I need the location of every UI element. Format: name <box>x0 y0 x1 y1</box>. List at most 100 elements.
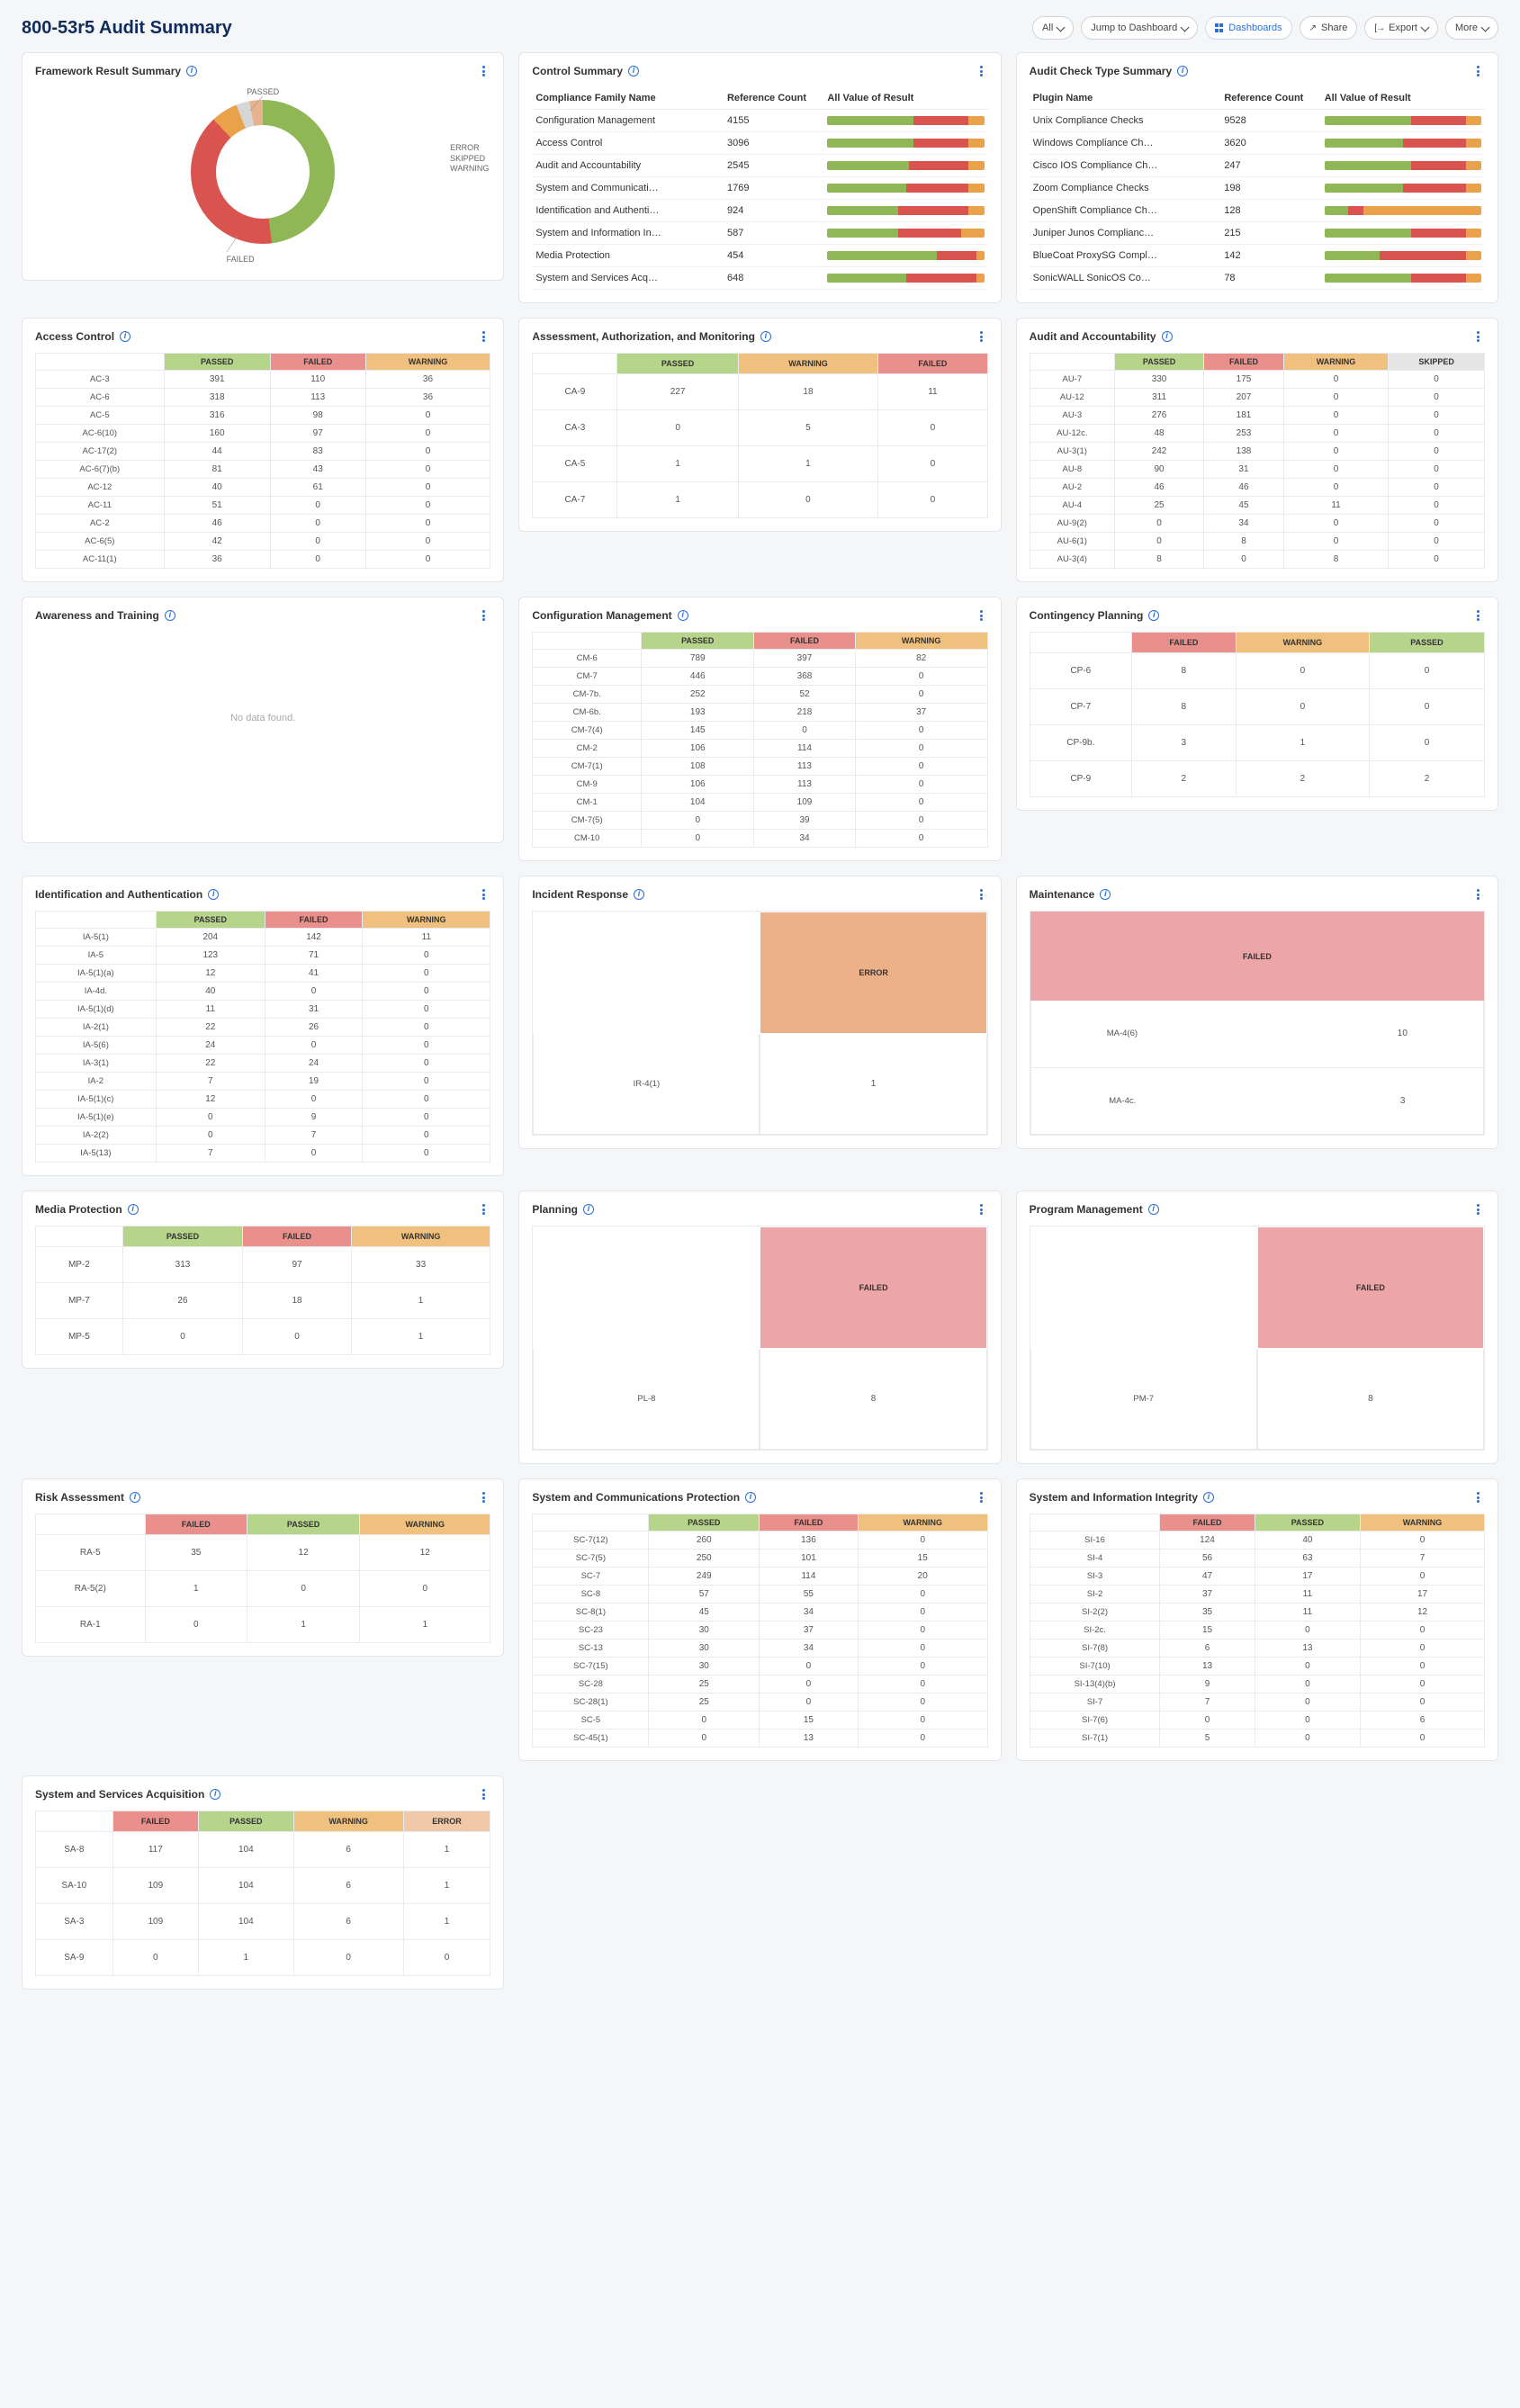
kebab-menu-icon[interactable] <box>976 1490 988 1505</box>
table-row[interactable]: SC-7(5)25010115 <box>533 1550 987 1568</box>
dashboards-button[interactable]: Dashboards <box>1205 16 1291 40</box>
filter-all-button[interactable]: All <box>1032 16 1074 40</box>
info-icon[interactable] <box>634 889 644 900</box>
table-row[interactable]: SI-7(8)6130 <box>1030 1640 1484 1658</box>
table-row[interactable]: AU-2464600 <box>1030 479 1484 497</box>
table-row[interactable]: MP-5001 <box>36 1319 490 1355</box>
info-icon[interactable] <box>130 1492 140 1503</box>
table-row[interactable]: AU-3(1)24213800 <box>1030 443 1484 461</box>
kebab-menu-icon[interactable] <box>1472 64 1485 78</box>
info-icon[interactable] <box>186 66 197 76</box>
table-row[interactable]: IA-5(1)(c)1200 <box>36 1091 490 1109</box>
table-row[interactable]: SI-16124400 <box>1030 1532 1484 1550</box>
table-row[interactable]: AU-1231120700 <box>1030 389 1484 407</box>
table-row[interactable]: SC-8(1)45340 <box>533 1604 987 1622</box>
table-row[interactable]: AU-327618100 <box>1030 407 1484 425</box>
table-row[interactable]: RA-5(2)100 <box>36 1571 490 1607</box>
export-button[interactable]: Export <box>1364 16 1438 40</box>
table-row[interactable]: SA-1010910461 <box>36 1868 490 1904</box>
table-row[interactable]: AC-631811336 <box>36 389 490 407</box>
table-row[interactable]: SI-7700 <box>1030 1694 1484 1712</box>
table-row[interactable]: MP-23139733 <box>36 1247 490 1283</box>
table-row[interactable]: CM-7(4)14500 <box>533 722 987 740</box>
table-row[interactable]: IA-5(1)(a)12410 <box>36 965 490 983</box>
table-row[interactable]: Media Protection 454 <box>532 245 987 267</box>
kebab-menu-icon[interactable] <box>976 1202 988 1217</box>
table-row[interactable]: SI-347170 <box>1030 1568 1484 1586</box>
table-row[interactable]: AU-733017500 <box>1030 371 1484 389</box>
table-row[interactable]: CA-92271811 <box>533 374 987 410</box>
table-row[interactable]: SI-2(2)351112 <box>1030 1604 1484 1622</box>
table-row[interactable]: System and Communicati… 1769 <box>532 177 987 200</box>
table-row[interactable]: Zoom Compliance Checks 198 <box>1030 177 1485 200</box>
table-row[interactable]: AU-3(4)8080 <box>1030 551 1484 569</box>
table-row[interactable]: SC-2330370 <box>533 1622 987 1640</box>
info-icon[interactable] <box>128 1204 139 1215</box>
table-row[interactable]: AC-5316980 <box>36 407 490 425</box>
kebab-menu-icon[interactable] <box>478 64 490 78</box>
table-row[interactable]: SC-28(1)2500 <box>533 1694 987 1712</box>
table-row[interactable]: SA-310910461 <box>36 1904 490 1940</box>
table-row[interactable]: SI-7(10)1300 <box>1030 1658 1484 1676</box>
table-row[interactable]: System and Information In… 587 <box>532 222 987 245</box>
table-row[interactable]: Juniper Junos Complianc… 215 <box>1030 222 1485 245</box>
info-icon[interactable] <box>1203 1492 1214 1503</box>
table-row[interactable]: CM-11041090 <box>533 794 987 812</box>
tm-row[interactable]: IR-4(1) <box>533 1034 760 1135</box>
table-row[interactable]: CM-7b.252520 <box>533 686 987 704</box>
info-icon[interactable] <box>1100 889 1111 900</box>
table-row[interactable]: Configuration Management 4155 <box>532 110 987 132</box>
table-row[interactable]: AC-1240610 <box>36 479 490 497</box>
info-icon[interactable] <box>760 331 771 342</box>
table-row[interactable]: IA-5(1)20414211 <box>36 929 490 947</box>
share-button[interactable]: Share <box>1300 16 1358 40</box>
info-icon[interactable] <box>208 889 219 900</box>
table-row[interactable]: IA-5(13)700 <box>36 1145 490 1163</box>
table-row[interactable]: AU-12c.4825300 <box>1030 425 1484 443</box>
kebab-menu-icon[interactable] <box>478 1490 490 1505</box>
info-icon[interactable] <box>583 1204 594 1215</box>
kebab-menu-icon[interactable] <box>478 1787 490 1802</box>
table-row[interactable]: SC-45(1)0130 <box>533 1730 987 1748</box>
table-row[interactable]: SA-90100 <box>36 1940 490 1976</box>
table-row[interactable]: CM-7(1)1081130 <box>533 758 987 776</box>
table-row[interactable]: IA-4d.4000 <box>36 983 490 1001</box>
table-row[interactable]: AC-24600 <box>36 515 490 533</box>
table-row[interactable]: CA-7100 <box>533 482 987 518</box>
table-row[interactable]: SC-7(15)3000 <box>533 1658 987 1676</box>
table-row[interactable]: CM-7(5)0390 <box>533 812 987 830</box>
table-row[interactable]: SI-2c.1500 <box>1030 1622 1484 1640</box>
info-icon[interactable] <box>210 1789 220 1800</box>
kebab-menu-icon[interactable] <box>478 329 490 344</box>
table-row[interactable]: CM-678939782 <box>533 650 987 668</box>
table-row[interactable]: SI-7(6)006 <box>1030 1712 1484 1730</box>
table-row[interactable]: IA-5(1)(d)11310 <box>36 1001 490 1019</box>
table-row[interactable]: CA-3050 <box>533 410 987 446</box>
kebab-menu-icon[interactable] <box>478 608 490 623</box>
kebab-menu-icon[interactable] <box>478 887 490 902</box>
kebab-menu-icon[interactable] <box>976 887 988 902</box>
table-row[interactable]: AC-6(5)4200 <box>36 533 490 551</box>
table-row[interactable]: AC-11(1)3600 <box>36 551 490 569</box>
table-row[interactable]: CM-100340 <box>533 830 987 848</box>
table-row[interactable]: CP-9222 <box>1030 761 1484 797</box>
kebab-menu-icon[interactable] <box>478 1202 490 1217</box>
kebab-menu-icon[interactable] <box>976 608 988 623</box>
table-row[interactable]: IA-2(1)22260 <box>36 1019 490 1037</box>
table-row[interactable]: Windows Compliance Ch… 3620 <box>1030 132 1485 155</box>
table-row[interactable]: CP-7800 <box>1030 689 1484 725</box>
table-row[interactable]: SI-13(4)(b)900 <box>1030 1676 1484 1694</box>
table-row[interactable]: AU-42545110 <box>1030 497 1484 515</box>
kebab-menu-icon[interactable] <box>1472 1490 1485 1505</box>
table-row[interactable]: CM-74463680 <box>533 668 987 686</box>
table-row[interactable]: AC-115100 <box>36 497 490 515</box>
table-row[interactable]: Access Control 3096 <box>532 132 987 155</box>
table-row[interactable]: RA-5351212 <box>36 1535 490 1571</box>
table-row[interactable]: Identification and Authenti… 924 <box>532 200 987 222</box>
table-row[interactable]: SC-7(12)2601360 <box>533 1532 987 1550</box>
info-icon[interactable] <box>1148 610 1159 621</box>
table-row[interactable]: AC-6(7)(b)81430 <box>36 461 490 479</box>
table-row[interactable]: SA-811710461 <box>36 1832 490 1868</box>
table-row[interactable]: AC-6(10)160970 <box>36 425 490 443</box>
tm-row[interactable]: PL-8 <box>533 1349 760 1450</box>
